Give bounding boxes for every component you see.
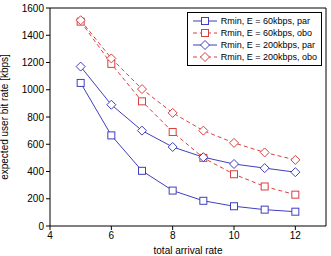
svg-text:1200: 1200 [22, 57, 45, 68]
html-text:Rmin, E = 60kbps, par: Rmin, E = 60kbps, par [220, 16, 310, 26]
svg-text:6: 6 [109, 230, 115, 241]
svg-text:4: 4 [47, 230, 53, 241]
html-text:Rmin, E = 60kbps, obo: Rmin, E = 60kbps, obo [220, 28, 312, 38]
svg-text:12: 12 [290, 230, 302, 241]
svg-text:800: 800 [27, 112, 44, 123]
svg-text:200: 200 [27, 193, 44, 204]
html-text:Rmin, E = 200kbps, par: Rmin, E = 200kbps, par [220, 40, 315, 50]
svg-text:10: 10 [228, 230, 240, 241]
svg-text:1600: 1600 [22, 3, 45, 14]
svg-text:400: 400 [27, 166, 44, 177]
svg-text:total arrival rate: total arrival rate [154, 245, 223, 256]
svg-text:1400: 1400 [22, 30, 45, 41]
svg-text:1000: 1000 [22, 84, 45, 95]
svg-text:600: 600 [27, 139, 44, 150]
svg-text:8: 8 [170, 230, 176, 241]
svg-text:0: 0 [38, 221, 44, 232]
svg-text:expected user bit rate [kbps]: expected user bit rate [kbps] [8, 54, 10, 180]
html-text:Rmin, E = 200kbps, obo: Rmin, E = 200kbps, obo [220, 52, 317, 62]
